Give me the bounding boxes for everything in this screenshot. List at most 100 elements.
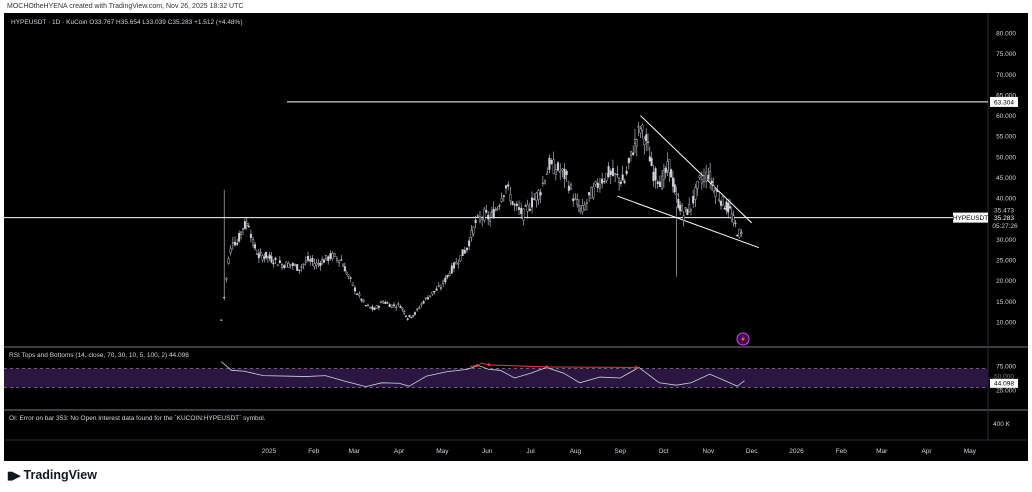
- candle-body: [611, 168, 614, 176]
- candle-body: [522, 208, 525, 221]
- time-axis-label: Sep: [614, 448, 626, 455]
- candle-body: [718, 198, 721, 201]
- candle-body: [694, 187, 697, 200]
- candle-body: [648, 156, 651, 162]
- price-scale-label: 70.000: [996, 72, 1016, 79]
- candle-body: [565, 170, 568, 176]
- candle-body: [557, 162, 560, 171]
- candle-body: [561, 168, 564, 171]
- candle-body: [274, 257, 277, 260]
- time-axis-label: Feb: [308, 448, 320, 455]
- candle-body: [261, 255, 264, 261]
- price-scale-label: 20.000: [996, 278, 1016, 285]
- candle-body: [302, 263, 305, 266]
- candle-body: [247, 225, 250, 228]
- price-scale-label: 50.000: [996, 154, 1016, 161]
- candle-body: [716, 189, 719, 192]
- high-marker-badge: 35.473: [994, 207, 1014, 214]
- time-axis-label: Jun: [482, 448, 493, 455]
- candle-body: [721, 195, 724, 206]
- candle-body: [429, 295, 432, 297]
- divergence-arrowhead: [487, 362, 492, 367]
- oi-scale-label: 400 K: [993, 421, 1011, 428]
- time-axis-label: Dec: [746, 448, 758, 455]
- candle-body: [452, 262, 455, 269]
- oi-error-note: OI: Error on bar 353: No Open Interest d…: [9, 415, 266, 422]
- candle-body: [707, 174, 710, 180]
- candle-body: [698, 175, 701, 179]
- candle-body: [719, 201, 722, 206]
- candle-body: [740, 232, 743, 234]
- candle-body: [531, 197, 534, 208]
- candle-body: [727, 202, 730, 213]
- rsi-band: [4, 368, 988, 388]
- candle-body: [505, 185, 508, 189]
- candle-body: [433, 291, 436, 293]
- symbol-badge-bg: [953, 212, 988, 223]
- candle-body: [526, 204, 529, 212]
- candle-body: [623, 180, 626, 184]
- candle-body: [709, 171, 712, 183]
- high-marker-badge-bg: [990, 205, 1018, 215]
- trendline: [640, 115, 753, 224]
- candle-body: [723, 208, 726, 210]
- candle-body: [583, 204, 586, 210]
- candle-body: [625, 170, 628, 174]
- candle-body: [349, 277, 352, 279]
- rsi-value-badge-bg: [990, 378, 1018, 388]
- candle-body: [673, 184, 676, 193]
- countdown-badge-bg: [990, 221, 1020, 231]
- candle-body: [502, 195, 505, 198]
- resistance-badge: 63.304: [994, 99, 1014, 106]
- candle-body: [710, 180, 713, 184]
- candle-body: [468, 240, 471, 247]
- candle-body: [552, 159, 555, 174]
- candle-body: [338, 260, 341, 264]
- candle-body: [546, 172, 549, 176]
- price-scale-label: 25.000: [996, 258, 1016, 265]
- candle-body: [459, 255, 462, 262]
- candle-body: [487, 214, 490, 220]
- candle-body: [360, 298, 363, 301]
- candle-body: [492, 208, 495, 219]
- candle-body: [682, 215, 685, 221]
- candle-body: [630, 151, 633, 156]
- candle-body: [572, 198, 575, 202]
- candle-body: [496, 207, 499, 210]
- candle-body: [567, 185, 570, 191]
- price-scale-label: 30.000: [996, 237, 1016, 244]
- candle-body: [435, 288, 438, 291]
- rsi-scale-label: 75.000: [996, 364, 1016, 371]
- candle-body: [670, 169, 673, 178]
- candle-body: [220, 319, 223, 321]
- candle-body: [304, 260, 307, 263]
- candle-body: [596, 182, 599, 188]
- chart-credit: MOCHOtheHYENA created with TradingView.c…: [7, 3, 244, 10]
- candle-body: [281, 264, 284, 268]
- candle-body: [278, 260, 281, 264]
- candle-body: [675, 193, 678, 196]
- candle-body: [730, 213, 733, 220]
- candle-body: [437, 285, 440, 287]
- candle-body: [524, 205, 527, 207]
- candle-body: [234, 241, 237, 246]
- candle-body: [254, 244, 257, 249]
- candle-body: [465, 247, 468, 251]
- candle-body: [321, 259, 324, 265]
- candle-body: [577, 205, 580, 211]
- candle-body: [588, 192, 591, 196]
- candle-body: [266, 256, 269, 258]
- candle-body: [397, 303, 400, 305]
- candle-body: [319, 262, 322, 266]
- candle-body: [294, 264, 297, 266]
- tradingview-logo[interactable]: ▮▶ TradingView: [7, 468, 97, 482]
- candle-body: [448, 273, 451, 276]
- candle-body: [688, 204, 691, 212]
- candle-body: [388, 304, 391, 308]
- candle-body: [351, 282, 354, 286]
- flash-icon[interactable]: [736, 332, 750, 346]
- candle-body: [483, 209, 486, 221]
- candle-body: [300, 266, 303, 268]
- resistance-badge-bg: [990, 96, 1018, 107]
